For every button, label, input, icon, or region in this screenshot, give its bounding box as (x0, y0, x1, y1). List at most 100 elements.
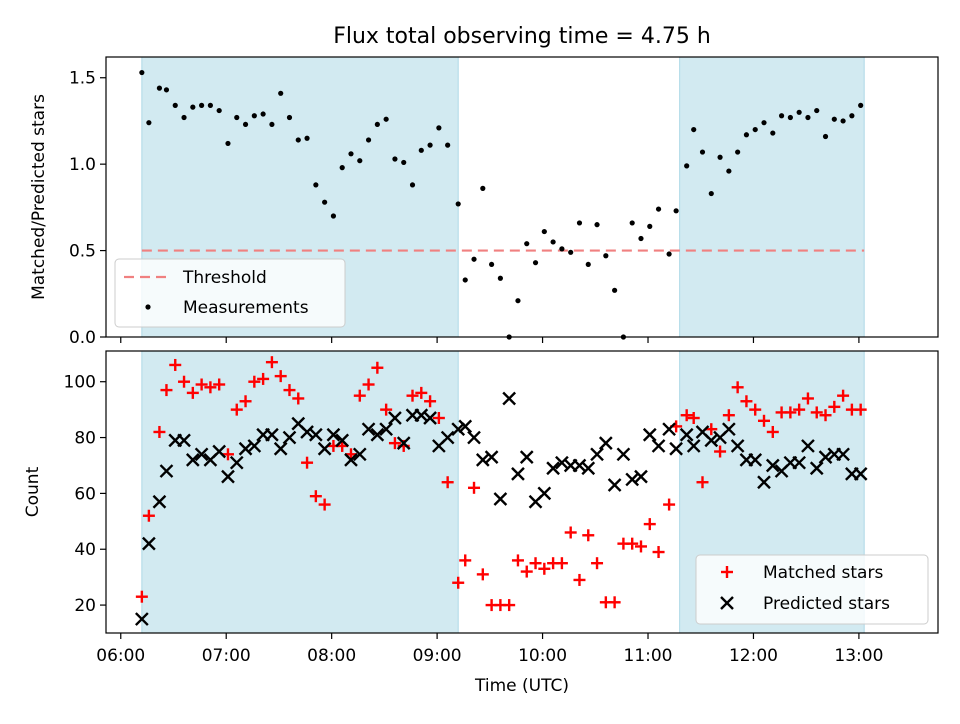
predicted-star-marker-b (748, 453, 763, 467)
matched-star-marker (626, 537, 639, 550)
x-tick-label: 08:00 (307, 646, 356, 666)
measurement-point (497, 275, 503, 281)
matched-star-marker (819, 409, 832, 422)
predicted-star-marker-b (458, 419, 473, 434)
predicted-star-marker (185, 453, 200, 467)
y-tick-label: 20 (74, 596, 96, 616)
predicted-star-marker-b (265, 427, 279, 442)
predicted-star-marker (801, 439, 815, 453)
predicted-star-marker-b (555, 455, 569, 470)
predicted-star-marker (765, 458, 780, 473)
predicted-star-marker-b (282, 430, 297, 445)
measurement-point (691, 126, 697, 133)
predicted-star-marker-b (335, 433, 350, 448)
matched-star-marker (503, 599, 516, 612)
bottom-panel: 20 40 60 80 100 06:00 07:00 08:00 09:00 10:00 11:… (23, 350, 939, 696)
matched-star-marker (178, 375, 191, 388)
chart-title: Flux total observing time = 4.75 h (333, 24, 711, 49)
predicted-star-marker-b (662, 422, 676, 437)
matched-star-marker (424, 395, 437, 408)
predicted-star-marker-b (642, 427, 657, 442)
matched-star-marker (538, 562, 551, 575)
measurement-point (787, 114, 793, 121)
matched-star-marker (529, 557, 542, 570)
matched-star-marker (573, 573, 586, 586)
measurement-point (172, 102, 178, 108)
matched-star-marker (731, 381, 744, 394)
measurement-point (831, 116, 837, 122)
measurement-point (699, 149, 706, 155)
measurement-point (673, 208, 679, 214)
predicted-star-marker (388, 411, 402, 425)
y-tick-label: 80 (74, 429, 96, 449)
matched-star-marker (441, 476, 454, 489)
matched-star-marker (555, 557, 568, 570)
predicted-star-marker-b (135, 612, 149, 626)
measurement-point (234, 114, 240, 121)
predicted-star-marker-b (396, 436, 411, 450)
predicted-star-marker (396, 436, 411, 450)
predicted-star-marker (616, 447, 631, 462)
measurement-point (541, 228, 547, 235)
predicted-star-marker (679, 427, 694, 442)
matched-star-marker (186, 386, 199, 399)
predicted-star-marker (686, 439, 701, 453)
predicted-star-marker-b (502, 391, 517, 406)
predicted-star-marker (308, 427, 323, 442)
y-tick-label: 40 (74, 540, 96, 560)
measurement-point (849, 113, 855, 119)
matched-star-marker (274, 370, 287, 383)
matched-star-marker (696, 476, 709, 489)
predicted-star-marker-b (853, 467, 868, 481)
measurement-point (568, 249, 574, 255)
predicted-star-marker-b (185, 453, 200, 467)
matched-star-marker (301, 456, 314, 469)
matched-star-marker (687, 412, 700, 425)
predicted-star-marker-b (625, 472, 640, 487)
predicted-star-marker (625, 472, 640, 487)
matched-star-marker (432, 412, 445, 425)
predicted-star-marker-b (616, 447, 631, 462)
matched-star-marker (380, 403, 393, 416)
x-tick-label: 07:00 (202, 646, 251, 666)
predicted-star-marker-b (423, 411, 437, 425)
matched-star-marker (643, 518, 656, 531)
measurement-point (330, 213, 337, 219)
measurement-point (427, 142, 433, 148)
measurement-point (260, 111, 266, 117)
predicted-star-marker-b (669, 441, 683, 456)
predicted-star-marker-b (511, 467, 525, 481)
measurement-point (796, 109, 802, 115)
measurement-point (638, 235, 644, 242)
predicted-star-marker (555, 455, 569, 470)
measurement-point (251, 113, 257, 119)
top-legend-box (114, 258, 346, 328)
predicted-star-marker (247, 439, 262, 453)
predicted-star-marker (273, 441, 288, 456)
measurement-point (348, 151, 354, 157)
predicted-star-marker-b (686, 439, 701, 453)
legend-predicted-label: Predicted stars (763, 594, 890, 614)
predicted-star-marker-b (757, 475, 771, 490)
matched-star-marker (153, 425, 166, 438)
predicted-star-marker (722, 422, 736, 437)
legend-matched-swatch (721, 566, 733, 578)
measurement-point (455, 201, 461, 207)
predicted-star-marker-b (484, 450, 499, 464)
predicted-star-marker-b (475, 453, 490, 467)
measurement-point (603, 253, 609, 259)
predicted-star-marker (581, 461, 596, 476)
matched-star-marker (591, 557, 604, 570)
matched-star-marker (608, 596, 621, 609)
predicted-star-marker-b (451, 422, 466, 437)
measurement-point (365, 137, 372, 143)
predicted-star-marker-b (836, 447, 850, 462)
predicted-star-marker-b (679, 427, 694, 442)
measurement-point (576, 220, 583, 226)
predicted-star-marker-b (344, 453, 358, 467)
predicted-star-marker (704, 433, 719, 448)
predicted-star-marker-b (695, 425, 710, 439)
matched-star-marker (406, 389, 419, 402)
predicted-star-marker-b (273, 441, 288, 456)
predicted-star-marker (730, 439, 745, 453)
